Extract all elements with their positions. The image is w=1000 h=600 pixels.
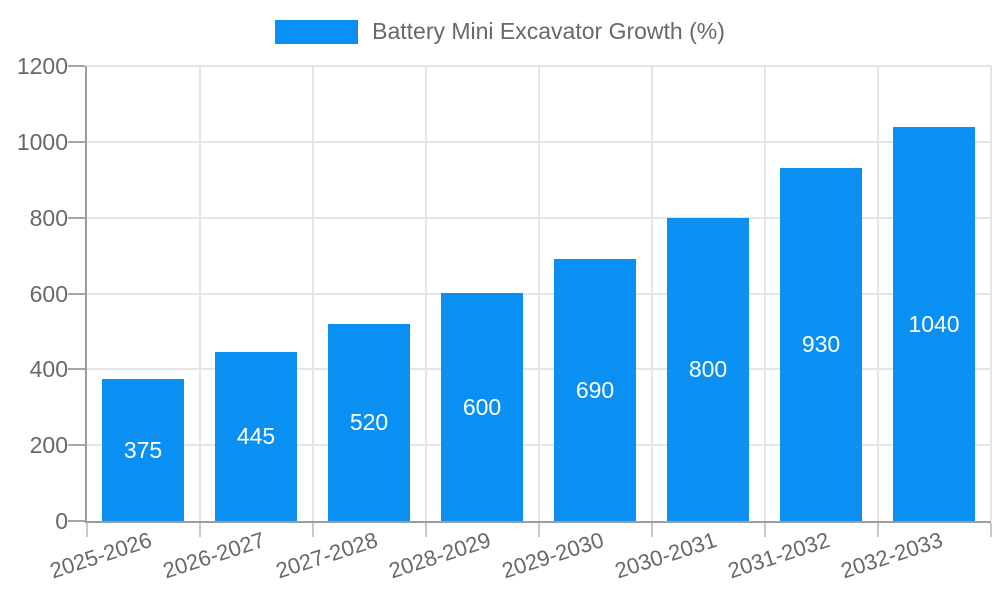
y-axis-tick <box>68 140 85 143</box>
y-tick-label: 400 <box>29 356 68 383</box>
y-axis-tick <box>68 65 85 67</box>
bar-2028-2029: 600 <box>441 293 523 521</box>
x-tick-label: 2026-2027 <box>159 527 268 584</box>
x-axis-tick <box>425 523 427 537</box>
gridline-vertical <box>990 66 992 521</box>
bar-value-label: 445 <box>236 423 276 449</box>
bar-value-label: 1040 <box>908 310 960 337</box>
x-tick-label: 2030-2031 <box>611 527 720 584</box>
bar-2027-2028: 520 <box>328 324 410 521</box>
y-axis-tick <box>68 292 85 295</box>
bar-value-label: 800 <box>688 356 728 382</box>
bar-value-label: 930 <box>801 331 841 357</box>
x-axis-tick <box>990 523 992 537</box>
y-tick-label: 200 <box>29 432 68 459</box>
bar-2032-2033: 1040 <box>893 127 975 521</box>
x-axis-tick <box>199 523 201 537</box>
bar-2029-2030: 690 <box>554 259 636 521</box>
x-axis-tick <box>764 523 766 537</box>
gridline-vertical <box>877 66 879 521</box>
y-axis-tick <box>68 444 85 447</box>
plot-area: 0 200 400 600 800 1000 1200 375 445 520 600 690 800 9… <box>17 53 992 583</box>
x-axis-tick <box>312 523 314 537</box>
bar-2030-2031: 800 <box>667 218 749 521</box>
x-tick-label: 2031-2032 <box>724 527 833 584</box>
y-axis-tick <box>68 216 85 219</box>
x-tick-label: 2025-2026 <box>46 527 155 584</box>
y-tick-label: 800 <box>29 204 68 231</box>
x-tick-label: 2028-2029 <box>385 527 494 584</box>
bar-value-label: 375 <box>123 436 163 463</box>
y-tick-label: 1200 <box>16 53 68 79</box>
gridline-vertical <box>199 66 201 521</box>
bar-2031-2032: 930 <box>780 168 862 521</box>
x-axis-tick <box>86 523 88 537</box>
y-tick-label: 600 <box>29 280 68 307</box>
bar-2026-2027: 445 <box>215 352 297 521</box>
y-axis-line <box>85 66 87 523</box>
chart-title: Battery Mini Excavator Growth (%) <box>372 18 725 44</box>
bar-value-label: 600 <box>462 393 502 420</box>
gridline-vertical <box>651 66 653 521</box>
y-tick-label: 0 <box>55 508 68 534</box>
y-tick-label: 1000 <box>16 128 68 155</box>
gridline-vertical <box>425 66 427 521</box>
bar-value-label: 520 <box>349 409 389 435</box>
gridline-vertical <box>312 66 314 521</box>
bar-2025-2026: 375 <box>102 379 184 521</box>
legend[interactable]: Battery Mini Excavator Growth (%) <box>0 18 1000 45</box>
y-axis-tick <box>68 520 85 522</box>
y-axis-tick <box>68 368 85 371</box>
x-axis-tick <box>538 523 540 537</box>
x-tick-label: 2027-2028 <box>272 527 381 584</box>
gridline-vertical <box>538 66 540 521</box>
x-axis-tick <box>877 523 879 537</box>
x-axis-line <box>85 521 991 523</box>
x-tick-label: 2029-2030 <box>498 527 607 584</box>
x-tick-label: 2032-2033 <box>837 527 946 584</box>
legend-swatch <box>275 19 359 44</box>
gridline-vertical <box>764 66 766 521</box>
x-axis-tick <box>651 523 653 537</box>
bar-value-label: 690 <box>575 376 615 403</box>
